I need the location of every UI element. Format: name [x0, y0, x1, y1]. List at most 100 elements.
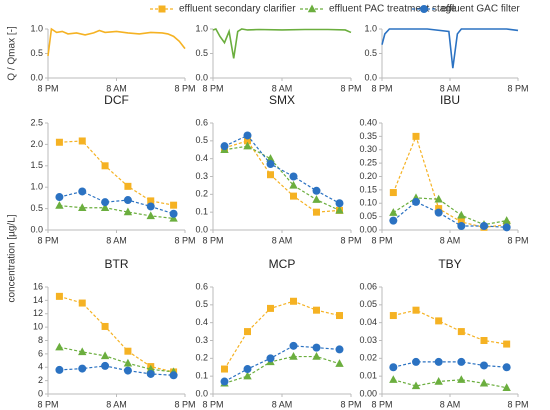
y-tick-label: 0 — [38, 388, 43, 398]
x-tick-label: 8 PM — [174, 83, 195, 93]
marker-triangle — [434, 377, 443, 385]
y-tick-label: 0.30 — [359, 144, 377, 154]
marker-circle — [335, 345, 344, 354]
series-line — [224, 345, 340, 383]
x-tick-label: 8 PM — [174, 399, 195, 409]
marker-circle — [312, 343, 321, 352]
marker-square — [313, 306, 320, 314]
x-tick-label: 8 AM — [106, 399, 127, 409]
series-line — [224, 145, 340, 211]
marker-circle — [266, 354, 275, 363]
marker-triangle — [502, 383, 511, 391]
x-tick-label: 8 PM — [507, 83, 528, 93]
y-tick-label: 0.25 — [359, 158, 377, 168]
marker-circle — [146, 369, 155, 378]
marker-circle — [123, 366, 132, 375]
marker-square — [503, 340, 511, 348]
y-tick-label: 10 — [33, 322, 43, 332]
marker-square — [290, 297, 297, 305]
marker-triangle — [479, 378, 489, 387]
series-line — [224, 134, 340, 204]
x-tick-label: 8 AM — [106, 235, 127, 245]
marker-circle — [457, 357, 466, 366]
series-line — [393, 197, 507, 226]
legend-label: effluent PAC treatment stage — [329, 4, 457, 15]
marker-triangle — [502, 216, 511, 224]
y-tick-label: 0.05 — [359, 211, 377, 221]
marker-triangle — [243, 371, 252, 380]
marker-square — [435, 317, 443, 325]
marker-circle — [220, 377, 229, 386]
marker-triangle — [434, 194, 443, 203]
marker-square — [435, 205, 443, 213]
marker-square — [158, 5, 166, 13]
y-tick-label: 0.6 — [195, 281, 208, 291]
y-tick-label: 1.0 — [30, 23, 43, 33]
y-tick-label: 0.03 — [359, 335, 377, 345]
y-tick-label: 1.0 — [195, 23, 208, 33]
y-tick-label: 0.0 — [30, 72, 43, 82]
marker-triangle — [312, 352, 321, 360]
y-tick-label: 12 — [33, 308, 43, 318]
series-line — [59, 190, 174, 215]
marker-circle — [266, 160, 275, 169]
x-tick-label: 8 PM — [340, 235, 361, 245]
marker-triangle — [100, 203, 110, 211]
marker-circle — [101, 361, 110, 370]
y-tick-label: 14 — [33, 295, 43, 305]
y-tick-label: 0.00 — [359, 224, 377, 234]
x-tick-label: 8 AM — [440, 399, 461, 409]
y-tick-label: 0.02 — [359, 353, 377, 363]
marker-square — [412, 306, 420, 314]
x-tick-label: 8 PM — [340, 399, 361, 409]
y-tick-label: 0.1 — [195, 371, 208, 381]
marker-circle — [289, 172, 298, 181]
marker-triangle — [243, 141, 252, 150]
marker-triangle — [123, 207, 133, 216]
y-tick-label: 2 — [38, 375, 43, 385]
y-tick-label: 0.1 — [195, 207, 208, 217]
marker-triangle — [457, 375, 466, 383]
y-tick-label: 16 — [33, 281, 43, 291]
marker-square — [221, 365, 228, 373]
flow-line — [212, 28, 352, 59]
y-tick-label: 0.5 — [30, 48, 43, 58]
x-tick-label: 8 AM — [272, 83, 293, 93]
y-tick-label: 0.40 — [359, 117, 377, 127]
series-line — [393, 379, 507, 389]
x-tick-label: 8 PM — [202, 399, 223, 409]
y-tick-label: 1.0 — [30, 182, 43, 192]
marker-circle — [434, 208, 443, 217]
marker-triangle — [335, 205, 344, 214]
y-tick-label: 0.4 — [195, 153, 208, 163]
marker-square — [124, 347, 132, 355]
marker-square — [389, 312, 397, 320]
chart-title: TBY — [438, 257, 461, 271]
y-tick-label: 0.15 — [359, 184, 377, 194]
y-tick-label: 0.10 — [359, 198, 377, 208]
marker-square — [244, 328, 251, 336]
chart-title: IBU — [440, 93, 460, 107]
y-tick-label: 2.0 — [30, 139, 43, 149]
y-tick-label: 0.0 — [195, 388, 208, 398]
x-tick-label: 8 PM — [507, 235, 528, 245]
y-tick-label: 0.6 — [195, 117, 208, 127]
marker-circle — [480, 221, 488, 230]
marker-triangle — [312, 195, 321, 203]
y-tick-label: 0.05 — [359, 299, 377, 309]
series-line — [392, 134, 507, 228]
x-tick-label: 8 PM — [340, 83, 361, 93]
marker-triangle — [78, 203, 87, 211]
marker-circle — [412, 197, 420, 206]
marker-circle — [101, 198, 110, 207]
y-tick-label: 0.00 — [359, 388, 377, 398]
y-tick-label: 0.3 — [195, 171, 208, 181]
marker-square — [389, 189, 397, 197]
marker-triangle — [123, 358, 133, 367]
y-tick-label: 1.0 — [364, 23, 377, 33]
marker-circle — [243, 131, 252, 140]
series-line — [393, 309, 507, 345]
marker-square — [78, 299, 86, 307]
series-line — [59, 365, 174, 376]
